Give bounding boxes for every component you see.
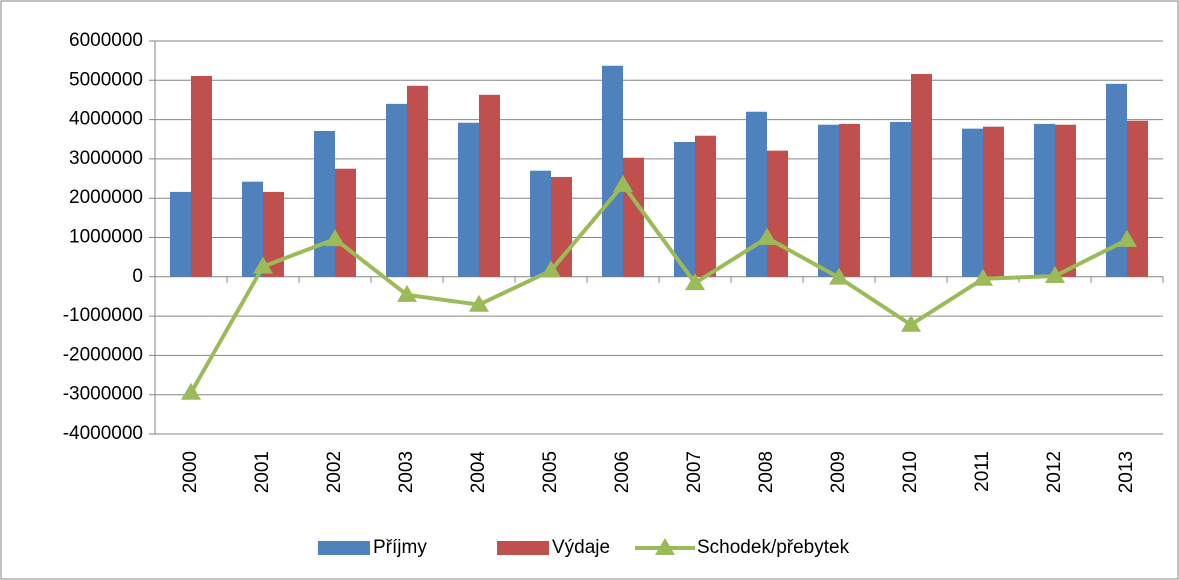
bar [386, 103, 407, 277]
bar [890, 121, 911, 277]
bar [191, 75, 212, 277]
marker [469, 294, 489, 312]
bar [1127, 120, 1148, 277]
x-tick-label: 2010 [900, 451, 921, 493]
bar [458, 122, 479, 277]
y-tick-label: 6000000 [69, 30, 143, 51]
x-tick-label: 2000 [180, 451, 201, 493]
bar [839, 123, 860, 277]
y-tick-label: -3000000 [63, 384, 143, 405]
y-tick-label: -1000000 [63, 305, 143, 326]
x-tick-label: 2005 [540, 451, 561, 493]
bar [242, 181, 263, 277]
bar [1106, 83, 1127, 277]
y-tick-label: 5000000 [69, 69, 143, 90]
marker [397, 284, 417, 302]
line [189, 182, 1128, 394]
bar [1034, 123, 1055, 277]
marker [757, 227, 777, 245]
bar [1055, 124, 1076, 277]
bar [746, 111, 767, 277]
bar [263, 191, 284, 277]
marker [325, 229, 345, 247]
legend-swatch [497, 541, 549, 555]
bar [818, 124, 839, 277]
y-tick-label: 4000000 [69, 109, 143, 130]
x-tick-label: 2004 [468, 451, 489, 494]
legend-label: Příjmy [373, 537, 427, 558]
x-tick-label: 2006 [612, 451, 633, 493]
bar [674, 142, 695, 277]
x-tick-label: 2011 [972, 451, 993, 492]
bar [983, 126, 1004, 277]
marker [1117, 229, 1137, 247]
marker [1045, 266, 1065, 284]
bar [962, 128, 983, 277]
marker [973, 268, 993, 286]
bar [695, 135, 716, 277]
y-tick-label: 0 [132, 266, 143, 287]
y-tick-label: 1000000 [69, 227, 143, 248]
marker [541, 260, 561, 278]
bar [170, 191, 191, 277]
bar [407, 85, 428, 277]
bar [314, 130, 335, 277]
bar [602, 65, 623, 277]
marker [253, 256, 273, 274]
y-tick-label: 3000000 [69, 148, 143, 169]
legend-swatch [318, 541, 370, 555]
bar [911, 74, 932, 277]
y-tick-label: -2000000 [63, 344, 143, 365]
bar [479, 94, 500, 277]
marker [685, 273, 705, 291]
x-tick-label: 2003 [396, 451, 417, 493]
bar [335, 168, 356, 277]
marker [613, 174, 633, 192]
bar [530, 170, 551, 277]
marker [181, 382, 201, 400]
y-tick-label: 2000000 [69, 187, 143, 208]
y-tick-label: -4000000 [63, 423, 143, 444]
bar [551, 176, 572, 277]
marker [901, 314, 921, 332]
legend-label: Schodek/přebytek [697, 537, 850, 558]
x-tick-label: 2009 [828, 451, 849, 493]
marker [829, 267, 849, 285]
bar [767, 150, 788, 277]
x-tick-label: 2013 [1116, 451, 1137, 493]
bar [623, 157, 644, 277]
x-tick-label: 2008 [756, 451, 777, 493]
x-tick-label: 2007 [684, 451, 705, 493]
x-tick-label: 2001 [252, 451, 273, 493]
legend-swatch [655, 538, 675, 555]
x-tick-label: 2002 [324, 451, 345, 493]
x-tick-label: 2012 [1044, 451, 1065, 493]
legend-label: Výdaje [552, 537, 610, 558]
